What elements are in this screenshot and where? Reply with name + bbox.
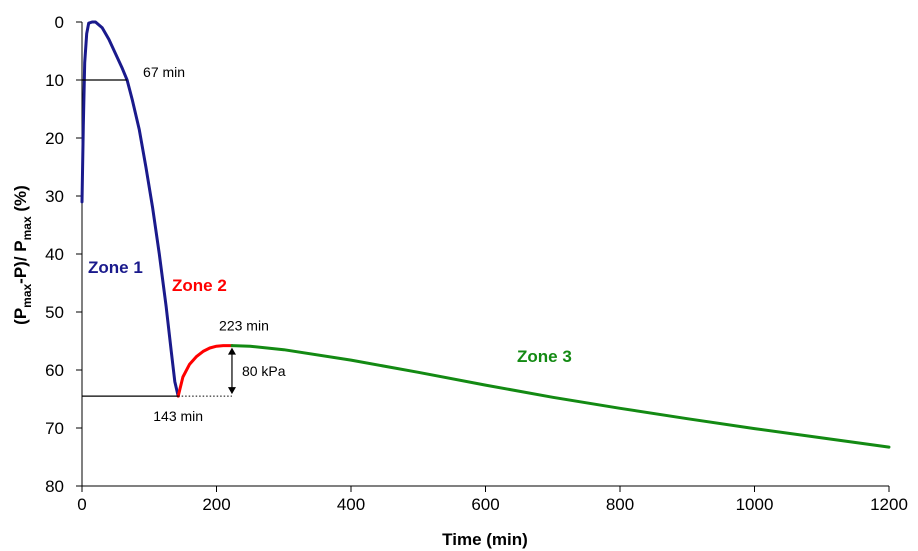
y-axis-title-part-1: (P <box>11 308 30 325</box>
x-tick-label: 1200 <box>870 495 908 514</box>
y-tick-label: 30 <box>45 187 64 206</box>
annotation-143min: 143 min <box>153 408 203 424</box>
x-tick-label: 0 <box>77 495 86 514</box>
x-tick-label: 200 <box>202 495 230 514</box>
y-tick-label: 50 <box>45 303 64 322</box>
series-line-2 <box>176 344 234 398</box>
x-tick-label: 1000 <box>736 495 774 514</box>
annotation-67min: 67 min <box>143 64 185 80</box>
x-tick-label: 600 <box>471 495 499 514</box>
series-line-1 <box>80 20 180 398</box>
annotation-80kpa: 80 kPa <box>242 363 286 379</box>
x-tick-label: 400 <box>337 495 365 514</box>
series-layer: Zone 1 Zone 2 Zone 3 <box>80 20 891 449</box>
series-label-3: Zone 3 <box>517 347 572 366</box>
series-line-3 <box>230 344 891 449</box>
y-axis-title-sub-1: max <box>20 284 34 308</box>
y-tick-label: 60 <box>45 361 64 380</box>
annotation-223min: 223 min <box>219 318 269 334</box>
series-label-1: Zone 1 <box>88 258 143 277</box>
y-axis-title-part-2: -P)/ P <box>11 240 30 283</box>
y-tick-label: 0 <box>55 13 64 32</box>
y-tick-label: 20 <box>45 129 64 148</box>
series-label-2: Zone 2 <box>172 276 227 295</box>
arrow-80kpa-head-down <box>227 387 236 395</box>
y-tick-label: 80 <box>45 477 64 496</box>
y-axis-title: (Pmax-P)/ Pmax (%) <box>11 185 34 325</box>
y-tick-label: 70 <box>45 419 64 438</box>
y-tick-label: 40 <box>45 245 64 264</box>
y-axis-title-part-3: (%) <box>11 185 30 216</box>
x-axis-title: Time (min) <box>442 530 528 549</box>
y-axis-title-sub-2: max <box>20 216 34 240</box>
y-tick-label: 10 <box>45 71 64 90</box>
arrow-80kpa-head-up <box>227 347 236 355</box>
annotation-layer: 67 min 143 min 223 min 80 kPa <box>82 64 286 424</box>
x-tick-label: 800 <box>606 495 634 514</box>
